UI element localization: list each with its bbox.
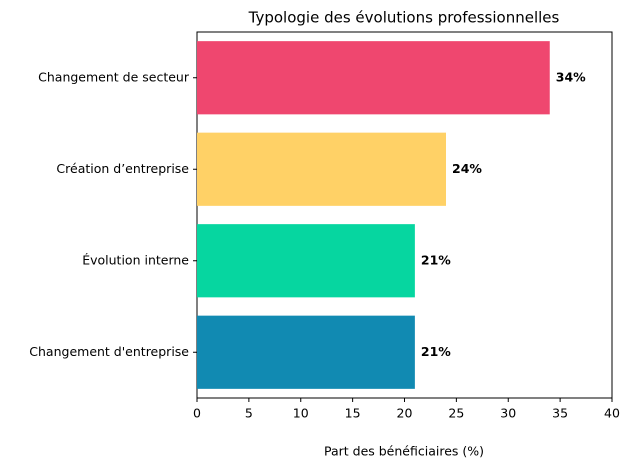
x-tick-label: 0 — [193, 406, 201, 421]
x-tick-label: 5 — [245, 406, 253, 421]
value-label: 24% — [452, 161, 482, 176]
bar — [197, 132, 446, 206]
x-tick-label: 30 — [500, 406, 516, 421]
x-axis-label: Part des bénéficiaires (%) — [324, 444, 484, 459]
value-label: 21% — [421, 252, 451, 267]
bar — [197, 224, 415, 298]
x-tick-label: 20 — [397, 406, 413, 421]
x-tick-label: 25 — [448, 406, 464, 421]
y-tick-label: Changement de secteur — [38, 69, 190, 84]
y-tick-label: Création d’entreprise — [56, 161, 189, 176]
x-tick-label: 35 — [552, 406, 568, 421]
bar — [197, 41, 550, 115]
y-tick-label: Évolution interne — [82, 252, 189, 267]
x-tick-label: 40 — [604, 406, 620, 421]
value-label: 34% — [556, 69, 586, 84]
value-label: 21% — [421, 344, 451, 359]
x-tick-label: 10 — [293, 406, 309, 421]
chart-title: Typologie des évolutions professionnelle… — [248, 9, 560, 27]
bar — [197, 315, 415, 389]
y-tick-label: Changement d'entreprise — [29, 344, 189, 359]
x-tick-label: 15 — [345, 406, 361, 421]
